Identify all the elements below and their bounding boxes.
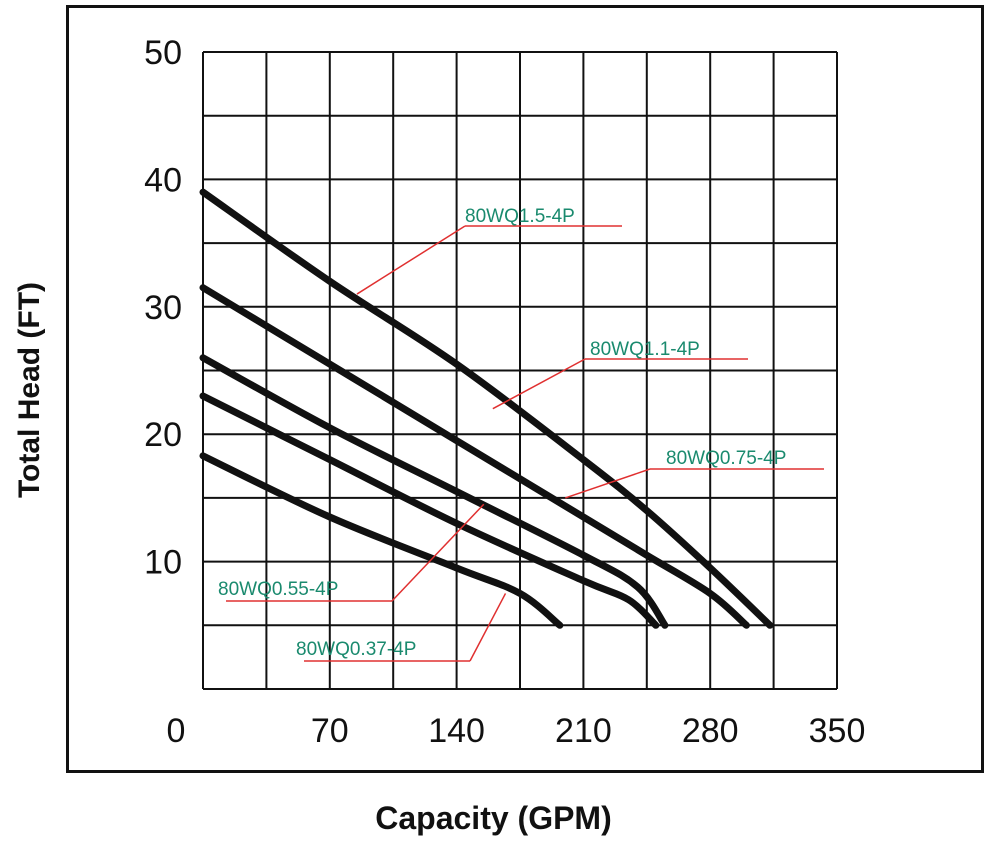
performance-curves xyxy=(199,188,774,629)
tick-labels: 0 70 140 210 280 350 10 20 30 40 50 xyxy=(144,34,865,750)
y-axis-title: Total Head (FT) xyxy=(13,281,46,499)
y-tick-label: 10 xyxy=(144,544,182,582)
annotation-label: 80WQ0.75-4P xyxy=(666,448,786,469)
x-tick-label: 350 xyxy=(809,712,866,750)
curve-80wq1-1-4p xyxy=(199,284,750,629)
annotation-leader-line xyxy=(492,358,586,410)
y-axis-title-wrap: Total Head (FT) xyxy=(0,150,60,630)
x-tick-label: 140 xyxy=(428,712,485,750)
curve-80wq0-55-4p xyxy=(199,392,660,629)
grid xyxy=(202,51,838,690)
annotation-label: 80WQ1.5-4P xyxy=(465,206,575,227)
x-tick-label: 210 xyxy=(555,712,612,750)
annotation-leader-line xyxy=(391,503,485,602)
annotation-label: 80WQ0.55-4P xyxy=(218,579,338,600)
curve-80wq0-75-4p xyxy=(199,354,669,629)
y-tick-label: 20 xyxy=(144,416,182,454)
x-tick-label: 70 xyxy=(311,712,349,750)
annotation-leader-line xyxy=(356,225,466,295)
annotation-leader-line xyxy=(469,593,507,662)
x-tick-label: 280 xyxy=(682,712,739,750)
y-tick-label: 40 xyxy=(144,161,182,199)
annotation-label: 80WQ1.1-4P xyxy=(590,339,700,360)
x-tick-label: 0 xyxy=(167,712,186,750)
annotation-leader-line xyxy=(565,468,651,499)
curve-80wq1-5-4p xyxy=(199,188,774,629)
y-tick-label: 30 xyxy=(144,289,182,327)
curve-80wq0-37-4p xyxy=(199,452,564,629)
y-tick-label: 50 xyxy=(144,34,182,72)
curve-annotations: 80WQ1.5-4P 80WQ1.1-4P 80WQ0.75-4P 80WQ0.55-… xyxy=(218,206,824,662)
annotation-label: 80WQ0.37-4P xyxy=(296,639,416,660)
chart-frame xyxy=(66,5,984,773)
x-axis-title: Capacity (GPM) xyxy=(375,800,612,836)
